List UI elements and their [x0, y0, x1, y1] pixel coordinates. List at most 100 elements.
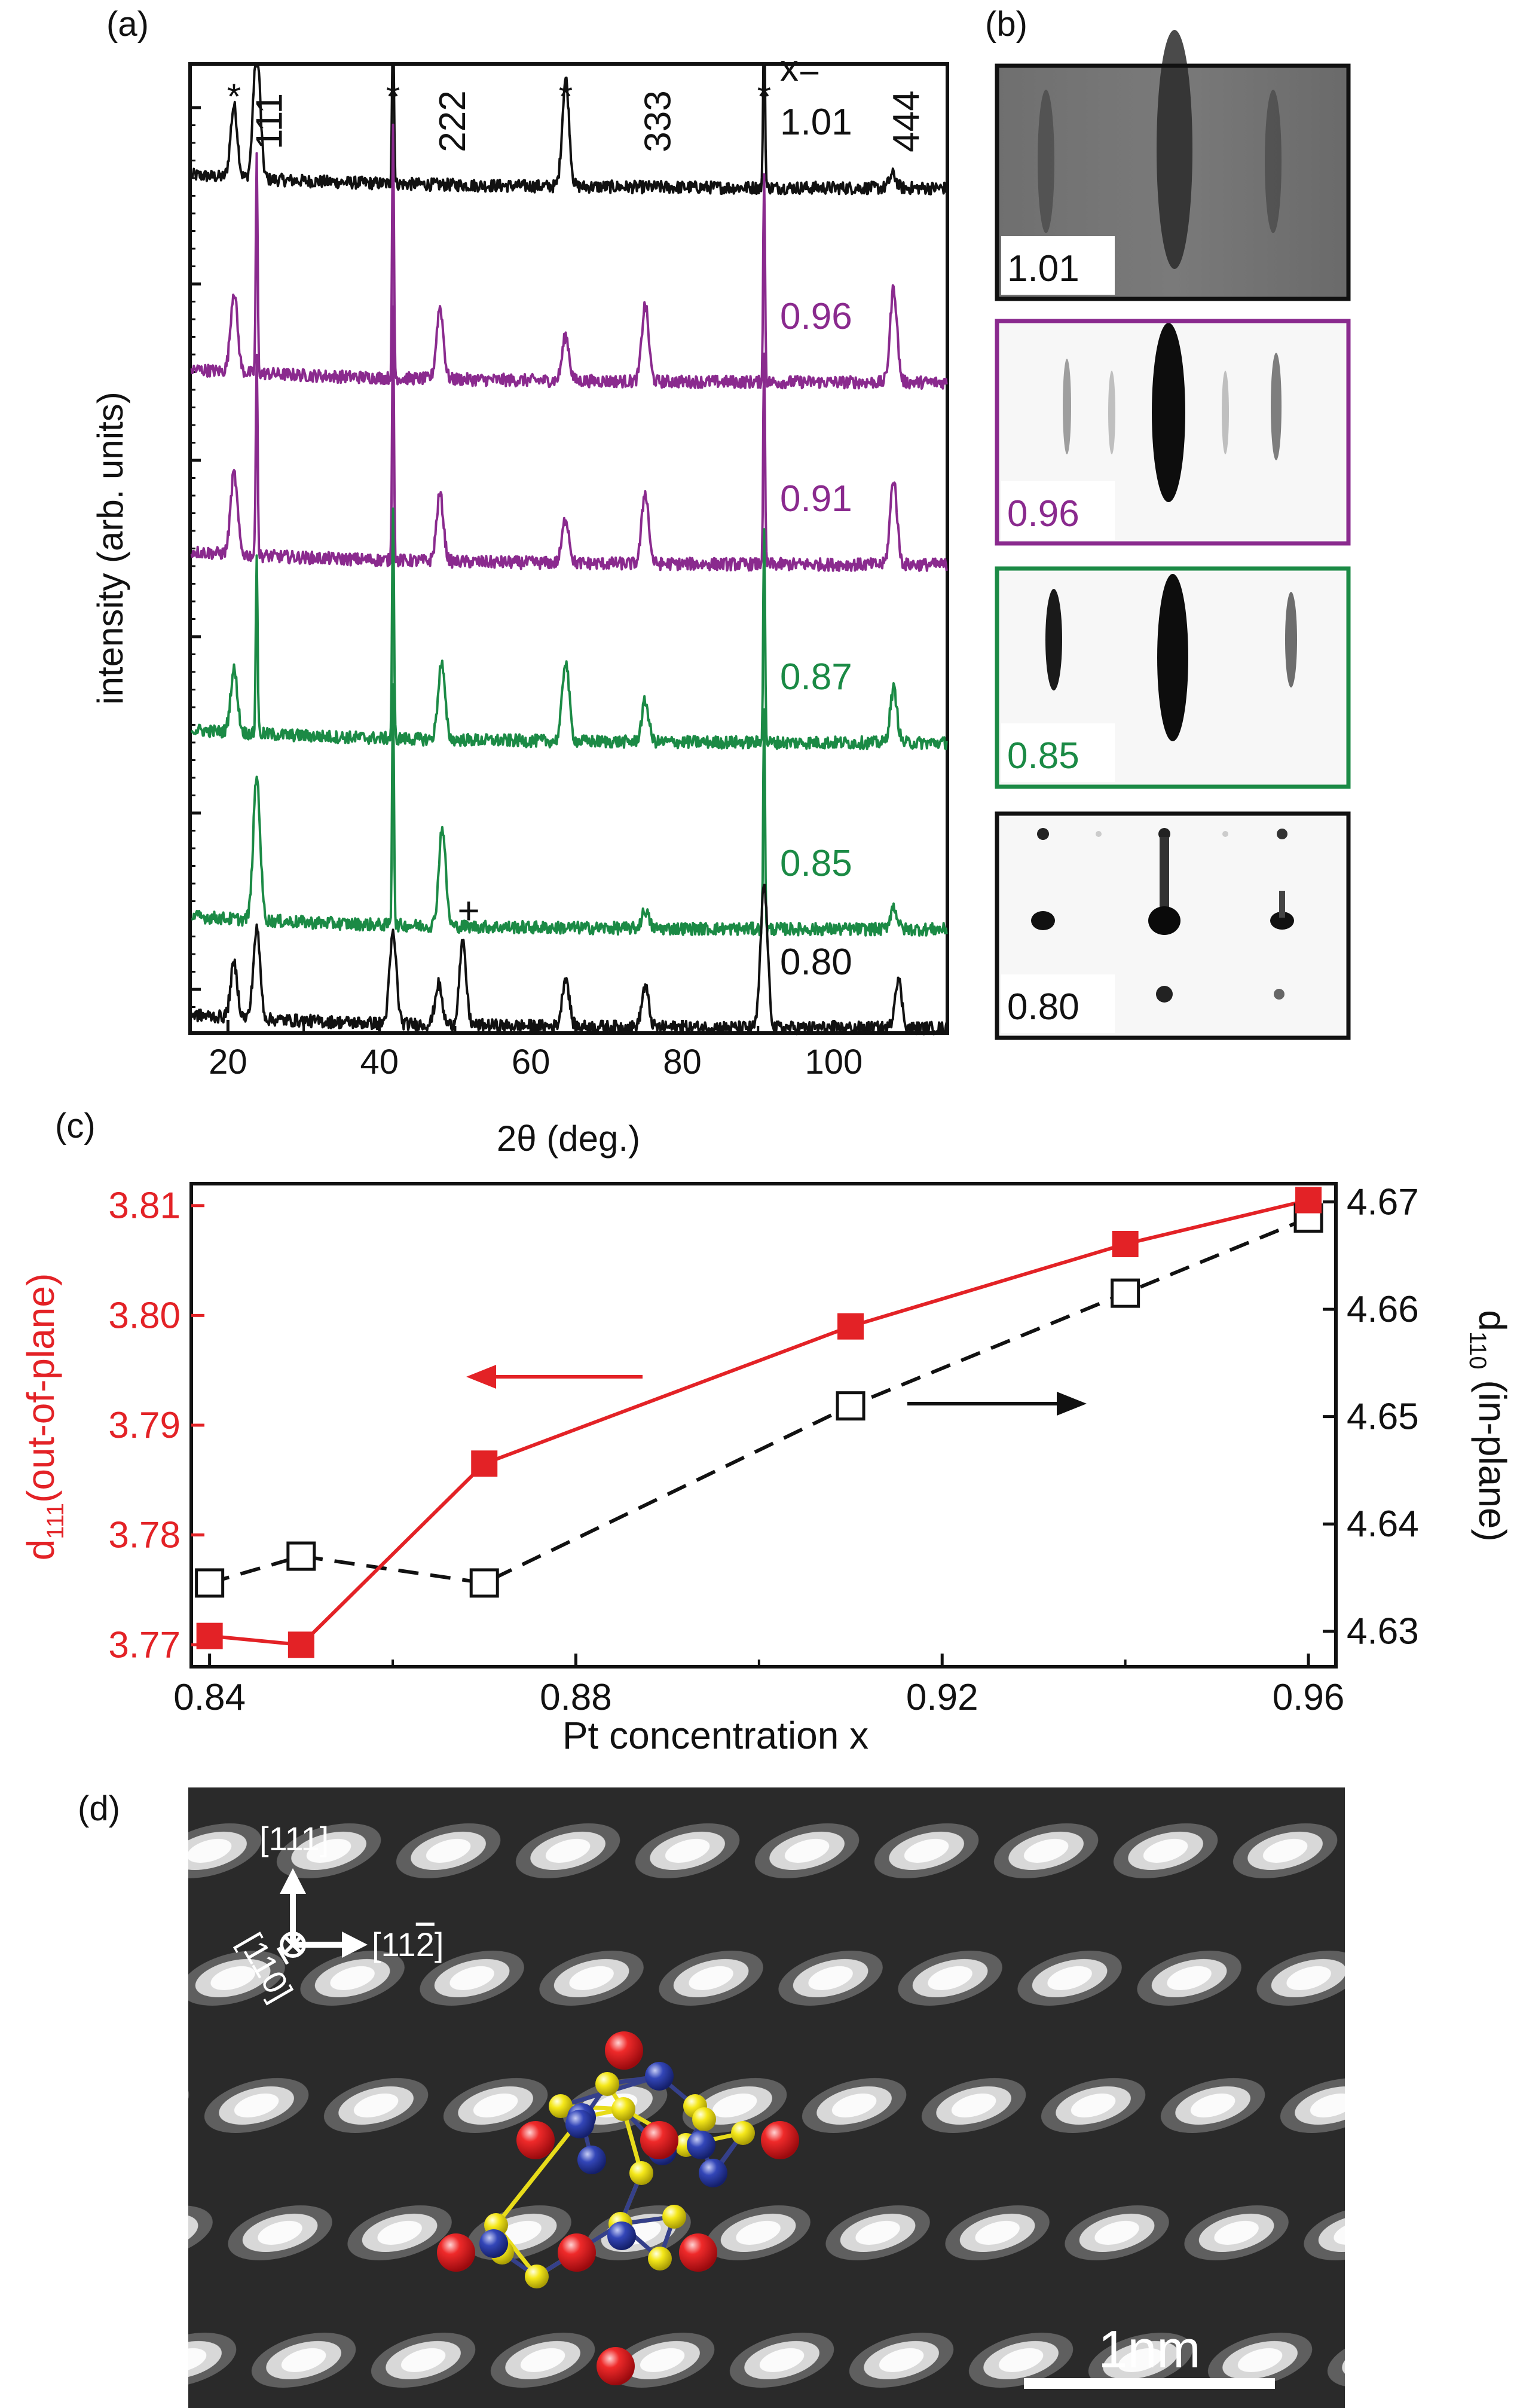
rheed-spot	[1156, 986, 1173, 1003]
x-tick-label: 40	[360, 1043, 399, 1081]
right-axis-arrow	[907, 1392, 1087, 1416]
stem-image	[188, 1787, 1345, 2408]
direction-into-page-icon	[280, 1932, 306, 1958]
left-y-tick-label: 3.80	[108, 1295, 181, 1336]
rheed-label-box	[1001, 481, 1115, 540]
rheed-label-4: 0.80	[1007, 986, 1079, 1028]
xrd-trace	[190, 65, 948, 195]
rheed-image-1: 1.01	[995, 30, 1351, 301]
left-axis-label-rest: (out-of-plane)	[19, 1273, 62, 1503]
left-y-tick-label: 3.78	[108, 1515, 181, 1556]
scale-bar-label: 1nm	[1098, 2320, 1200, 2379]
atom-yellow	[648, 2247, 672, 2271]
rheed-streak	[1157, 574, 1188, 741]
right-y-tick-label: 4.67	[1347, 1182, 1419, 1223]
lattice-ticks: 0.84 0.88 0.92 0.96 3.77 3.78 3.79 3.80 3.81 4.63…	[108, 1182, 1418, 1718]
atom-red	[558, 2233, 596, 2272]
panel-a: (a) 20 40 60 80 100 x= 1.01 0.96 0.91 0.87 0.85 0.…	[90, 5, 949, 1159]
substrate-peak-marker: *	[386, 77, 400, 117]
rheed-label-box	[1001, 236, 1115, 295]
rheed-streak	[1063, 359, 1071, 454]
right-axis-label: d110 (in-plane)	[1464, 1310, 1514, 1542]
rheed-image-2: 0.96	[995, 319, 1351, 546]
left-axis-label-main: d	[19, 1539, 62, 1561]
orientation-indicator: [111] [112] [110]	[232, 1820, 444, 2007]
atom-yellow	[549, 2094, 573, 2118]
left-y-tick-label: 3.79	[108, 1405, 181, 1446]
rheed-frame-4	[995, 811, 1351, 1040]
direction-up-arrowhead	[280, 1868, 306, 1894]
rheed-streak	[1265, 90, 1282, 233]
rheed-streak	[1045, 589, 1062, 690]
left-y-tick-label: 3.81	[108, 1185, 181, 1227]
rheed-spot	[1274, 989, 1284, 1000]
rheed-spot	[1270, 912, 1294, 930]
xrd-trace	[190, 507, 948, 750]
atom-red	[761, 2121, 799, 2159]
substrate-peak-marker: *	[227, 77, 241, 117]
rheed-streak	[1222, 371, 1229, 454]
xrd-left-ticks	[190, 106, 201, 1008]
xrd-annotations: * * * * +111 222 333 444	[227, 77, 927, 932]
direction-right-label: [112]	[372, 1926, 444, 1963]
atom-yellow	[692, 2107, 716, 2131]
substrate-peak-marker: *	[559, 77, 573, 117]
rheed-streak	[1038, 90, 1054, 233]
right-axis-label-sub: 110	[1464, 1331, 1491, 1370]
panel-d-label: (d)	[78, 1789, 120, 1828]
panel-c: (c) 0.84 0.88 0.92 0.96 3.77 3.78 3.79 3.80 3.81…	[19, 1107, 1514, 1757]
rheed-label-box	[1001, 723, 1115, 782]
series-label: 0.96	[780, 296, 852, 337]
rheed-streak	[1152, 323, 1185, 502]
series-label: 0.80	[780, 942, 852, 983]
xrd-x-axis-label: 2θ (deg.)	[497, 1119, 640, 1159]
rheed-frame-1	[995, 63, 1351, 301]
rheed-streak	[1279, 891, 1285, 918]
atom-red	[437, 2233, 475, 2272]
atom-red	[605, 2031, 643, 2070]
xrd-y-axis-label: intensity (arb. units)	[90, 392, 130, 705]
left-axis-arrow	[466, 1365, 643, 1389]
substrate-peak-marker: *	[757, 77, 771, 117]
direction-in-label: [110]	[232, 1927, 301, 2008]
rheed-spot	[1096, 831, 1102, 837]
rheed-spot	[1222, 831, 1228, 837]
atom-red	[597, 2347, 635, 2385]
panel-b: (b) 1.01 0.96	[985, 5, 1351, 1040]
atoms-yellow	[484, 2072, 755, 2288]
impurity-peak-marker: +	[457, 889, 479, 932]
rheed-image-4: 0.80	[995, 811, 1351, 1040]
atom-red	[516, 2121, 555, 2159]
d110-point	[469, 1568, 499, 1598]
series-label: 0.91	[780, 478, 852, 520]
rheed-spot	[1037, 828, 1049, 840]
rheed-frame-3	[995, 566, 1351, 789]
d110-point	[836, 1391, 865, 1421]
direction-right-arrowhead	[342, 1932, 368, 1958]
reflection-label: 111	[249, 93, 290, 149]
atom-blue	[607, 2221, 636, 2250]
x-tick-label: 60	[512, 1043, 550, 1081]
xrd-trace	[190, 305, 948, 572]
series-label: 1.01	[780, 102, 852, 143]
atoms-red	[437, 2031, 799, 2385]
rheed-label-1: 1.01	[1007, 248, 1079, 289]
rheed-streak	[1285, 592, 1297, 687]
panel-a-label: (a)	[106, 5, 149, 44]
reflection-label: 333	[637, 90, 678, 152]
atom-yellow	[629, 2161, 653, 2185]
xrd-traces: x= 1.01 0.96 0.91 0.87 0.85 0.80	[190, 48, 948, 1035]
d111-point	[471, 1450, 498, 1477]
d111-point	[837, 1313, 864, 1340]
xrd-plot-frame	[188, 62, 949, 1035]
left-y-tick-label: 3.77	[108, 1624, 181, 1666]
atom-blue	[577, 2146, 606, 2174]
atom-red	[679, 2233, 717, 2272]
x-tick-label: 0.92	[906, 1677, 978, 1718]
atom-yellow	[662, 2205, 686, 2229]
x-tick-label: 80	[663, 1043, 702, 1081]
atom-red	[640, 2121, 678, 2159]
lattice-plot-frame	[189, 1182, 1338, 1669]
atom-blue	[645, 2062, 674, 2091]
reflection-label: 444	[886, 90, 927, 152]
